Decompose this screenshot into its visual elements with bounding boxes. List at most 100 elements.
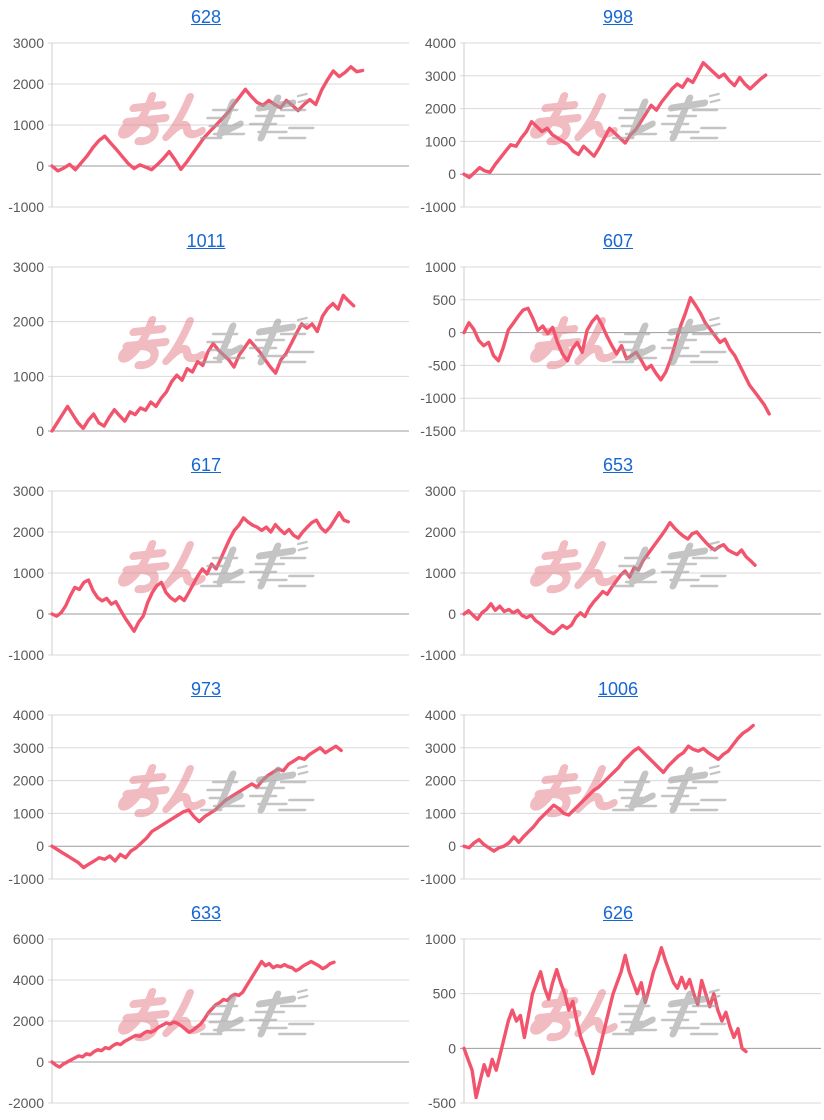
y-axis-label: -2000 [8,1095,44,1111]
y-axis-label: 0 [36,158,44,174]
y-axis-label: 1000 [13,805,44,821]
payout-line-chart: 1000 500 0 -500 [425,931,821,1111]
y-axis-label: 1000 [425,133,456,149]
y-axis-label: -1000 [8,199,44,215]
payout-line [462,61,768,180]
y-axis-label: 0 [448,166,456,182]
payout-line [50,959,336,1069]
y-axis-label: 1000 [425,259,456,275]
y-axis-label: 4000 [425,35,456,51]
machine-number-link[interactable]: 998 [602,7,634,27]
y-axis-label: 3000 [13,259,44,275]
y-axis-label: 1000 [13,117,44,133]
chart-cell: 617 3000 2000 1000 0 -1000 [0,448,412,672]
payout-line [50,511,350,633]
chart-cell: 633 6000 4000 2000 0 -2000 [0,896,412,1120]
y-axis-label: -1500 [420,423,456,439]
y-axis-label: 0 [36,1054,44,1070]
y-axis-label: 2000 [13,314,44,330]
payout-line-chart: 4000 3000 2000 1000 0 -1000 [8,707,409,887]
watermark-minrepo-pink-icon [118,540,206,594]
watermark-minrepo-gray-icon [611,540,727,590]
y-axis-label: 3000 [425,740,456,756]
machine-number-link[interactable]: 633 [190,903,222,923]
y-axis-label: 0 [448,606,456,622]
machine-number-link[interactable]: 626 [602,903,634,923]
chart-cell: 998 4000 3000 2000 1000 0 -1000 [412,0,824,224]
chart-cell: 1006 4000 3000 2000 1000 0 -1000 [412,672,824,896]
payout-line-chart: 4000 3000 2000 1000 0 -1000 [420,35,821,215]
y-axis-label: 0 [448,325,456,341]
y-axis-label: 3000 [425,483,456,499]
watermark-minrepo-gray-icon [199,764,315,814]
watermark-minrepo-gray-icon [611,764,727,814]
watermark-minrepo-gray-icon [611,92,727,142]
watermark-minrepo-pink-icon [118,92,206,146]
y-axis-label: 0 [448,1040,456,1056]
machine-number-link[interactable]: 653 [602,455,634,475]
y-axis-label: 3000 [13,740,44,756]
y-axis-label: 4000 [425,707,456,723]
watermark-minrepo-pink-icon [530,988,618,1042]
payout-line [50,293,356,433]
y-axis-label: 2000 [13,1013,44,1029]
payout-line-chart: 3000 2000 1000 0 [13,259,409,439]
y-axis-label: 2000 [13,773,44,789]
y-axis-label: 3000 [13,35,44,51]
y-axis-label: 0 [36,606,44,622]
payout-line [462,296,771,416]
y-axis-label: 2000 [13,524,44,540]
payout-line [50,744,343,870]
chart-cell: 607 1000 500 0 -500 -1000 -1500 [412,224,824,448]
y-axis-label: 2000 [425,101,456,117]
watermark-minrepo-pink-icon [530,92,618,146]
payout-line-chart: 1000 500 0 -500 -1000 -1500 [420,259,821,439]
y-axis-label: 500 [433,292,457,308]
payout-line-chart: 4000 3000 2000 1000 0 -1000 [420,707,821,887]
watermark-minrepo-gray-icon [611,316,727,366]
y-axis-label: 1000 [425,931,456,947]
watermark-minrepo-gray-icon [199,316,315,366]
y-axis-label: -1000 [420,871,456,887]
payout-line-chart: 3000 2000 1000 0 -1000 [8,35,409,215]
y-axis-label: 2000 [425,524,456,540]
machine-number-link[interactable]: 973 [190,679,222,699]
chart-cell: 626 1000 500 0 -500 [412,896,824,1120]
y-axis-label: -1000 [420,390,456,406]
machine-number-link[interactable]: 1006 [597,679,639,699]
y-axis-label: -500 [428,357,456,373]
y-axis-label: 3000 [425,68,456,84]
y-axis-label: 2000 [425,773,456,789]
y-axis-label: -1000 [8,647,44,663]
machine-number-link[interactable]: 617 [190,455,222,475]
payout-line [462,723,755,853]
y-axis-label: 1000 [13,368,44,384]
y-axis-label: 1000 [425,805,456,821]
y-axis-label: 4000 [13,707,44,723]
y-axis-label: -1000 [420,199,456,215]
watermark-minrepo-gray-icon [199,540,315,590]
machine-number-link[interactable]: 628 [190,7,222,27]
chart-cell: 653 3000 2000 1000 0 -1000 [412,448,824,672]
machine-number-link[interactable]: 1011 [186,231,226,251]
chart-cell: 973 4000 3000 2000 1000 0 -1000 [0,672,412,896]
machine-number-link[interactable]: 607 [602,231,634,251]
y-axis-label: 2000 [13,76,44,92]
y-axis-label: 0 [448,838,456,854]
y-axis-label: 0 [36,423,44,439]
payout-line [462,946,748,1100]
chart-cell: 1011 3000 2000 1000 0 [0,224,412,448]
y-axis-label: 4000 [13,972,44,988]
y-axis-label: 3000 [13,483,44,499]
payout-line-chart: 3000 2000 1000 0 -1000 [8,483,409,663]
y-axis-label: 1000 [425,565,456,581]
watermark-minrepo-pink-icon [118,988,206,1042]
watermark-minrepo-gray-icon [611,988,727,1038]
watermark-minrepo-pink-icon [530,540,618,594]
watermark-minrepo-gray-icon [199,988,315,1038]
watermark-minrepo-gray-icon [199,92,315,142]
y-axis-label: 6000 [13,931,44,947]
payout-line-chart: 3000 2000 1000 0 -1000 [420,483,821,663]
y-axis-label: -1000 [420,647,456,663]
